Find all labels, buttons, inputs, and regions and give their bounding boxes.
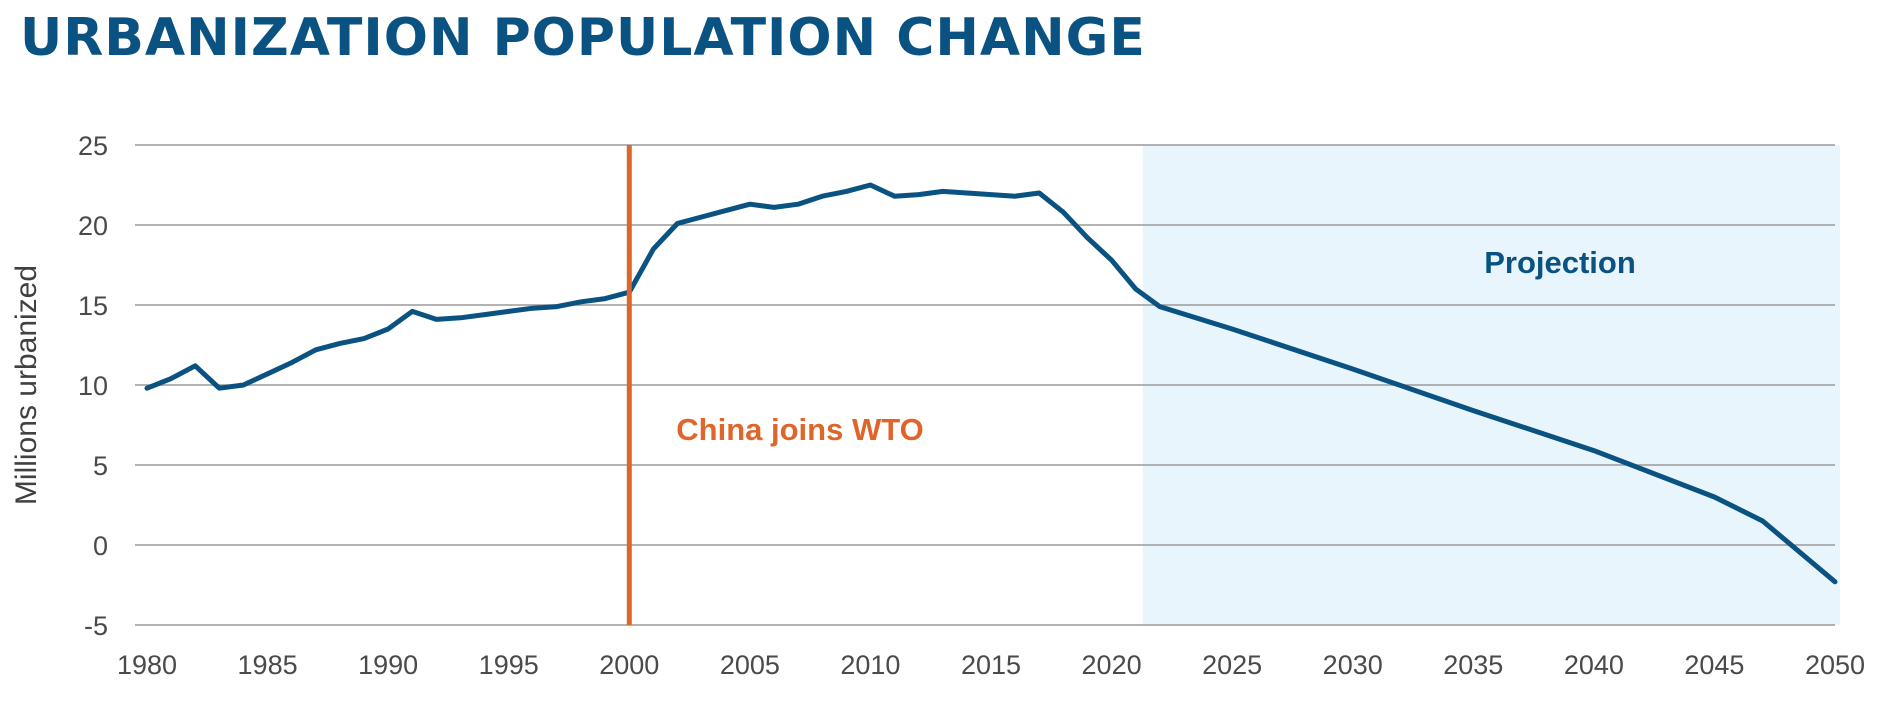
series-layer [144,182,1838,585]
x-tick-label: 1980 [117,650,177,680]
x-tick-label: 2045 [1684,650,1744,680]
y-tick-label: 5 [93,451,108,481]
y-tick-label: 15 [78,291,108,321]
x-tick-label: 1990 [358,650,418,680]
x-tick-label: 2050 [1805,650,1865,680]
x-tick-label: 2015 [961,650,1021,680]
x-tick-label: 1995 [479,650,539,680]
series-line-0 [144,182,1838,585]
x-tick-label: 2010 [840,650,900,680]
x-tick-label: 2000 [599,650,659,680]
x-tick-label: 1985 [238,650,298,680]
chart-title: URBANIZATION POPULATION CHANGE [20,8,1146,68]
y-tick-label: 10 [78,371,108,401]
wto-event-label: China joins WTO [676,412,923,447]
x-tick-label: 2025 [1202,650,1262,680]
x-tick-label: 2040 [1564,650,1624,680]
x-tick-label: 2020 [1082,650,1142,680]
y-tick-label: -5 [84,611,108,641]
x-tick-label: 2030 [1323,650,1383,680]
y-tick-label: 25 [78,131,108,161]
y-tick-label: 20 [78,211,108,241]
x-tick-label: 2005 [720,650,780,680]
x-tick-label: 2035 [1443,650,1503,680]
gridlines [135,144,1835,626]
y-axis-title: Millions urbanized [10,265,43,505]
y-tick-labels: 25 20 15 10 5 0 -5 [78,131,108,641]
annotation-labels: China joins WTO Projection [676,245,1636,447]
x-tick-labels: 1980 1985 1990 1995 2000 2005 2010 2015 2020 2025… [117,650,1865,680]
y-tick-label: 0 [93,531,108,561]
projection-label: Projection [1484,245,1636,280]
